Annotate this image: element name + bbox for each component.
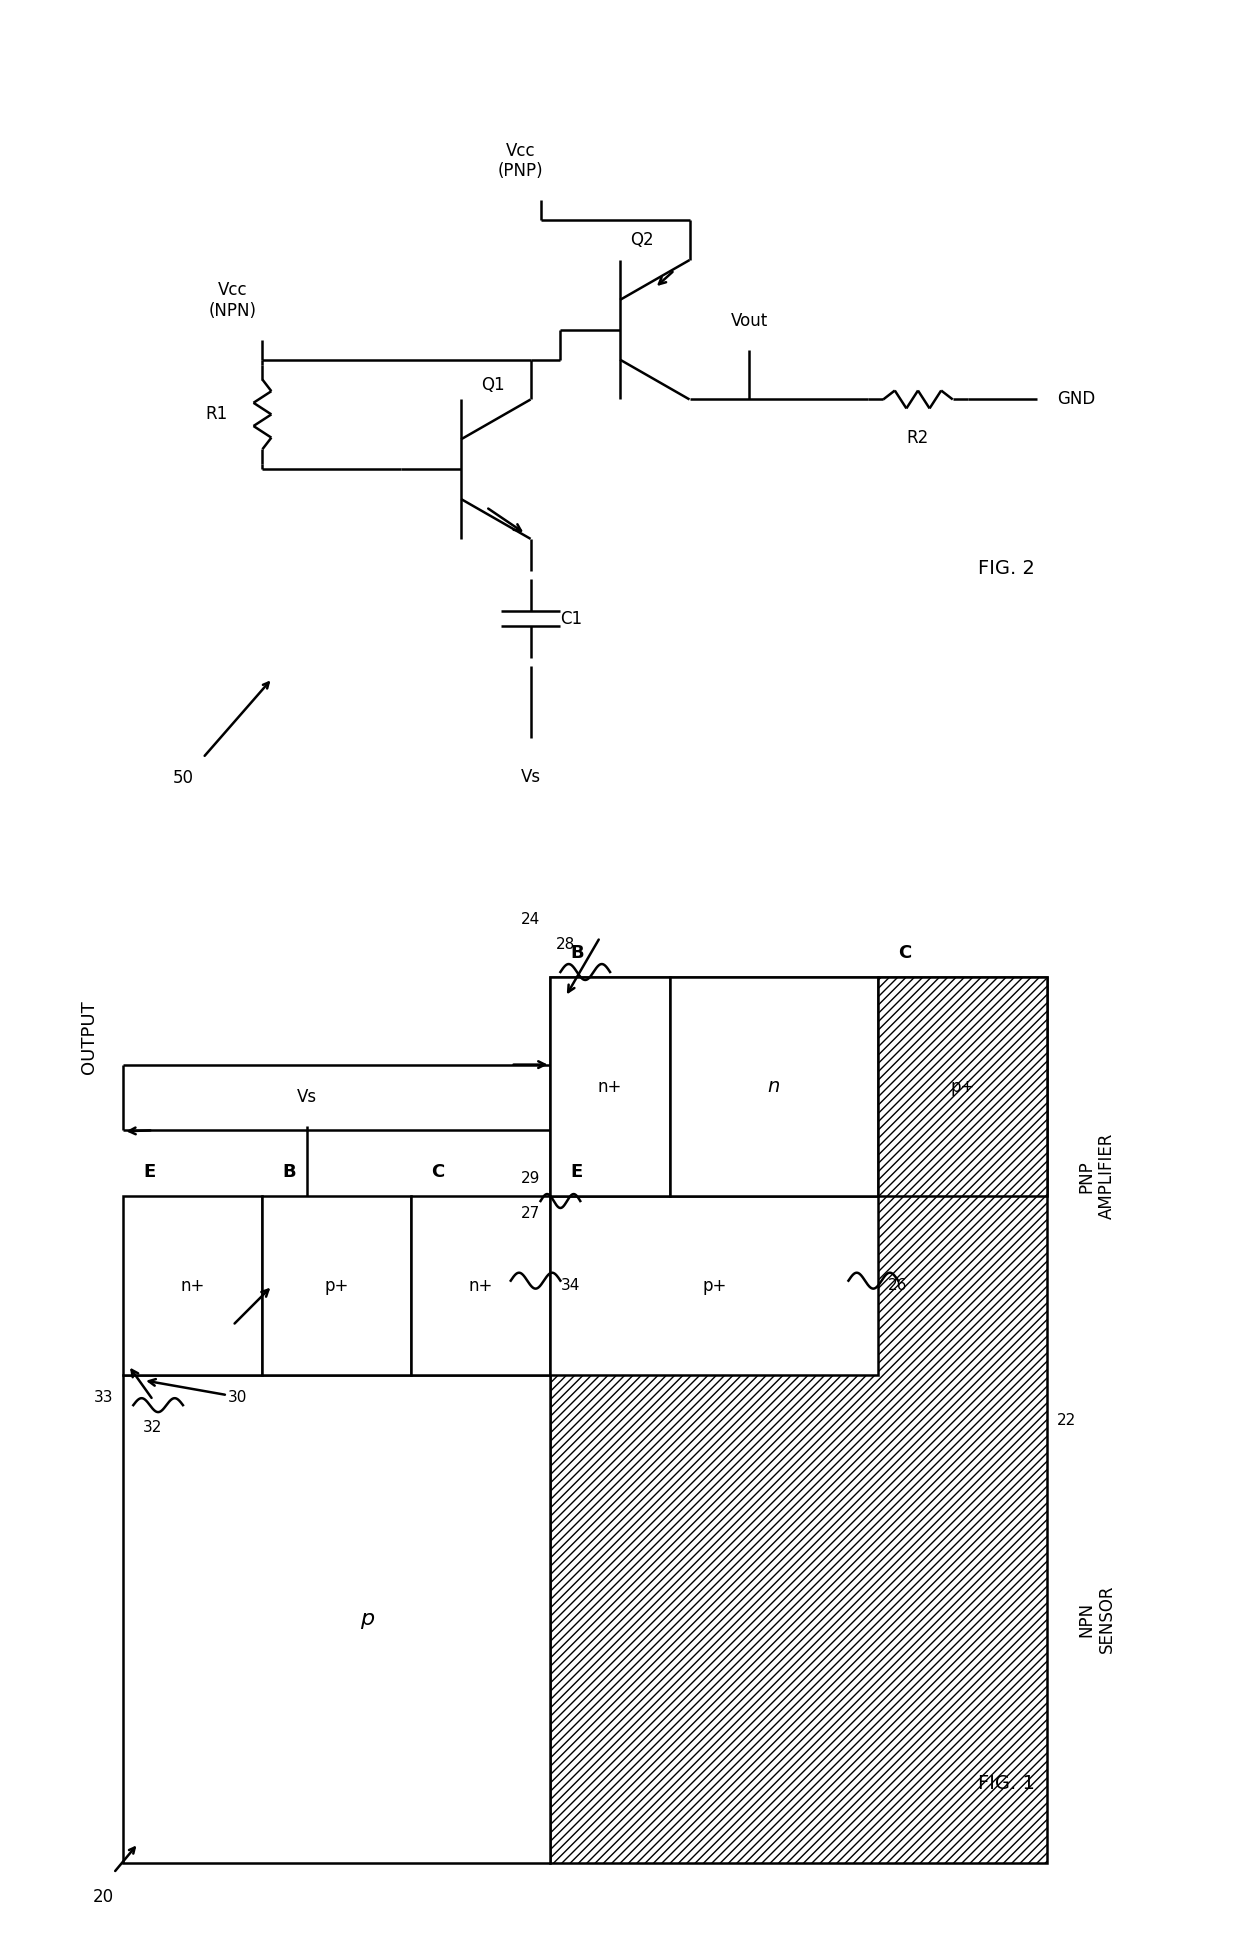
Text: p+: p+	[702, 1277, 727, 1295]
Text: 26: 26	[888, 1277, 908, 1293]
Text: 29: 29	[521, 1170, 541, 1186]
Text: B: B	[283, 1162, 296, 1182]
Bar	[123, 1375, 551, 1863]
Text: C: C	[898, 944, 911, 962]
Text: Vs: Vs	[298, 1088, 317, 1106]
Text: n: n	[768, 1077, 780, 1096]
Text: 24: 24	[521, 913, 541, 927]
Text: 50: 50	[172, 769, 193, 787]
Text: E: E	[144, 1162, 155, 1182]
Text: C: C	[432, 1162, 444, 1182]
Text: p+: p+	[951, 1077, 975, 1096]
Bar	[263, 1195, 412, 1375]
Text: 20: 20	[93, 1889, 114, 1906]
Text: 32: 32	[144, 1419, 162, 1435]
Text: C1: C1	[560, 609, 583, 627]
Bar	[551, 977, 1047, 1863]
Text: n+: n+	[598, 1077, 622, 1096]
Text: OUTPUT: OUTPUT	[79, 1001, 98, 1073]
Text: FIG. 2: FIG. 2	[977, 559, 1034, 578]
Text: NPN
SENSOR: NPN SENSOR	[1076, 1585, 1116, 1653]
Text: Vcc
(PNP): Vcc (PNP)	[497, 142, 543, 181]
Text: Q1: Q1	[481, 376, 505, 393]
Bar	[412, 1195, 551, 1375]
Text: 33: 33	[94, 1390, 113, 1406]
Text: PNP
AMPLIFIER: PNP AMPLIFIER	[1076, 1133, 1116, 1219]
Bar	[878, 977, 1047, 1195]
Text: Vout: Vout	[730, 312, 768, 329]
Text: R2: R2	[906, 430, 929, 448]
Text: 30: 30	[228, 1390, 248, 1406]
Text: 27: 27	[521, 1205, 541, 1221]
Text: E: E	[570, 1162, 583, 1182]
Text: Vs: Vs	[521, 767, 541, 787]
Bar	[551, 1195, 878, 1375]
Text: R1: R1	[206, 405, 228, 422]
Text: FIG. 1: FIG. 1	[977, 1774, 1034, 1793]
Bar	[123, 1195, 263, 1375]
Text: 28: 28	[556, 937, 574, 952]
Bar	[551, 977, 670, 1195]
Text: n+: n+	[181, 1277, 205, 1295]
Text: GND: GND	[1056, 391, 1095, 409]
Text: Vcc
(NPN): Vcc (NPN)	[208, 280, 257, 319]
Text: B: B	[570, 944, 584, 962]
Text: p: p	[360, 1610, 373, 1630]
Text: 34: 34	[560, 1277, 580, 1293]
Text: n+: n+	[469, 1277, 494, 1295]
Text: p+: p+	[325, 1277, 350, 1295]
Bar	[670, 977, 878, 1195]
Text: Q2: Q2	[630, 232, 653, 249]
Text: 22: 22	[1056, 1414, 1076, 1427]
